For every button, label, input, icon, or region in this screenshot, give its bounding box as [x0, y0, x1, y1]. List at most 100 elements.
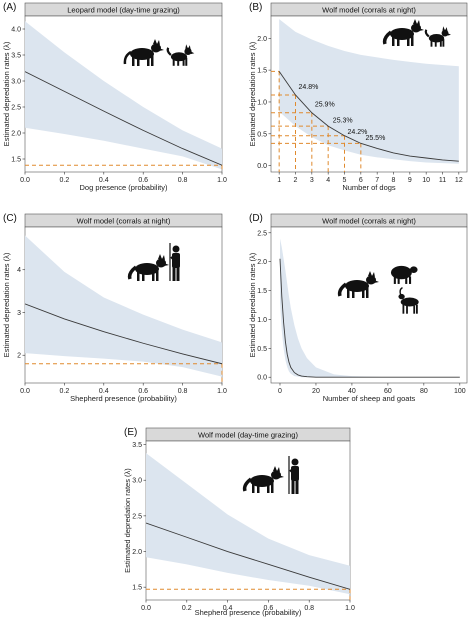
y-tick-label: 3.0: [11, 79, 21, 86]
x-axis-label: Dog presence (probability): [80, 183, 168, 192]
y-tick-label: 3.5: [11, 53, 21, 60]
panel-title: Wolf model (corrals at night): [77, 217, 171, 226]
y-tick-label: 0.0: [257, 375, 267, 382]
panel-b: Wolf model (corrals at night) (B) 24.8% 25.…: [248, 2, 468, 192]
x-tick-label: 0.4: [223, 605, 233, 612]
x-tick-label: 1.0: [217, 177, 227, 184]
y-tick-label: 1.0: [257, 99, 267, 106]
x-tick-label: 20: [312, 388, 320, 395]
fitted-line: [278, 71, 459, 162]
y-tick-label: 1.5: [11, 157, 21, 164]
y-tick-label: 0.5: [257, 131, 267, 138]
y-tick-label: 0.5: [257, 346, 267, 353]
confidence-band: [279, 238, 460, 378]
x-tick-label: 0.8: [178, 388, 188, 395]
y-axis-label: Estimated depredation rates (λ): [123, 468, 132, 573]
x-tick-label: 2: [294, 177, 298, 184]
wolf-icon: [127, 254, 169, 281]
x-tick-label: 10: [422, 177, 430, 184]
panel-a: Leopard model (day-time grazing) (A) 0.0 0.…: [2, 2, 227, 192]
fitted-line: [146, 522, 350, 590]
y-tick-label: 2.5: [257, 230, 267, 237]
wolf-icon: [337, 271, 379, 298]
shepherd-icon: [169, 243, 180, 281]
x-tick-label: 1.0: [217, 388, 227, 395]
x-tick-label: 0.0: [20, 177, 30, 184]
x-tick-label: 0.8: [304, 605, 314, 612]
x-tick-label: 0.0: [20, 388, 30, 395]
x-tick-label: 0.0: [141, 605, 151, 612]
x-tick-label: 40: [348, 388, 356, 395]
x-tick-label: 3: [310, 177, 314, 184]
wolf-icon: [242, 466, 284, 493]
panel-tag: (C): [3, 213, 17, 224]
y-tick-label: 2.0: [132, 549, 142, 556]
y-tick-label: 4.0: [11, 27, 21, 34]
y-axis-label: Estimated depredation rates (λ): [248, 41, 257, 146]
x-axis-label: Shepherd presence (probability): [70, 394, 177, 403]
x-tick-label: 60: [384, 388, 392, 395]
panel-tag: (B): [249, 2, 262, 13]
confidence-band: [25, 235, 222, 377]
x-axis-label: Shepherd presence (probability): [195, 608, 302, 617]
plot-area: [270, 226, 468, 384]
fitted-line: [279, 258, 460, 378]
percent-annotation: 25.5%: [365, 135, 385, 142]
panel-d: Wolf model (corrals at night) (D) 0 20 40 60 8…: [248, 213, 468, 403]
x-tick-label: 5: [343, 177, 347, 184]
x-tick-label: 0.4: [99, 177, 109, 184]
y-tick-label: 2.5: [11, 105, 21, 112]
x-tick-label: 0.4: [99, 388, 109, 395]
goat-icon: [398, 286, 419, 314]
y-tick-label: 2.0: [11, 131, 21, 138]
dog-icon: [166, 44, 195, 66]
y-axis-label: Estimated depredation rates (λ): [2, 252, 11, 357]
percent-annotation: 25.3%: [333, 117, 353, 124]
x-tick-label: 0: [278, 388, 282, 395]
x-tick-label: 1: [277, 177, 281, 184]
panel-tag: (D): [249, 213, 263, 224]
confidence-band: [146, 453, 350, 595]
percent-annotation: 24.8%: [299, 84, 319, 91]
y-tick-label: 2.0: [257, 36, 267, 43]
y-tick-label: 1.0: [257, 317, 267, 324]
y-tick-label: 3.0: [132, 478, 142, 485]
y-tick-label: 1.5: [132, 585, 142, 592]
x-tick-label: 8: [392, 177, 396, 184]
x-tick-label: 7: [375, 177, 379, 184]
x-tick-label: 0.6: [138, 177, 148, 184]
x-tick-label: 6: [359, 177, 363, 184]
x-axis-label: Number of dogs: [342, 183, 396, 192]
x-tick-label: 0.2: [182, 605, 192, 612]
x-tick-label: 0.8: [178, 177, 188, 184]
dog-icon: [424, 26, 451, 47]
x-axis-label: Number of sheep and goats: [323, 394, 416, 403]
fitted-line: [25, 303, 222, 365]
x-tick-label: 0.2: [60, 177, 70, 184]
y-tick-label: 1.5: [257, 288, 267, 295]
y-tick-label: 2.0: [257, 259, 267, 266]
x-tick-label: 0.6: [138, 388, 148, 395]
y-tick-label: 2: [17, 353, 21, 360]
confidence-band: [25, 21, 222, 170]
x-tick-label: 0.2: [60, 388, 70, 395]
y-tick-label: 2.5: [132, 513, 142, 520]
panel-title: Wolf model (corrals at night): [322, 6, 416, 15]
y-axis-label: Estimated depredation rates (λ): [2, 41, 11, 146]
panel-title: Wolf model (corrals at night): [322, 217, 416, 226]
x-tick-label: 100: [454, 388, 466, 395]
x-tick-label: 12: [455, 177, 463, 184]
panel-title: Wolf model (day-time grazing): [198, 431, 298, 440]
sheep-icon: [390, 265, 418, 284]
y-tick-label: 3.5: [132, 442, 142, 449]
panel-title: Leopard model (day-time grazing): [67, 6, 180, 15]
x-tick-label: 0.6: [264, 605, 274, 612]
shepherd-icon: [288, 456, 299, 494]
percent-annotation: 25.9%: [315, 101, 335, 108]
x-tick-label: 11: [439, 177, 446, 184]
y-axis-label: Estimated depredation rates (λ): [248, 252, 257, 357]
y-tick-label: 4: [17, 267, 21, 274]
fitted-line: [25, 71, 222, 166]
